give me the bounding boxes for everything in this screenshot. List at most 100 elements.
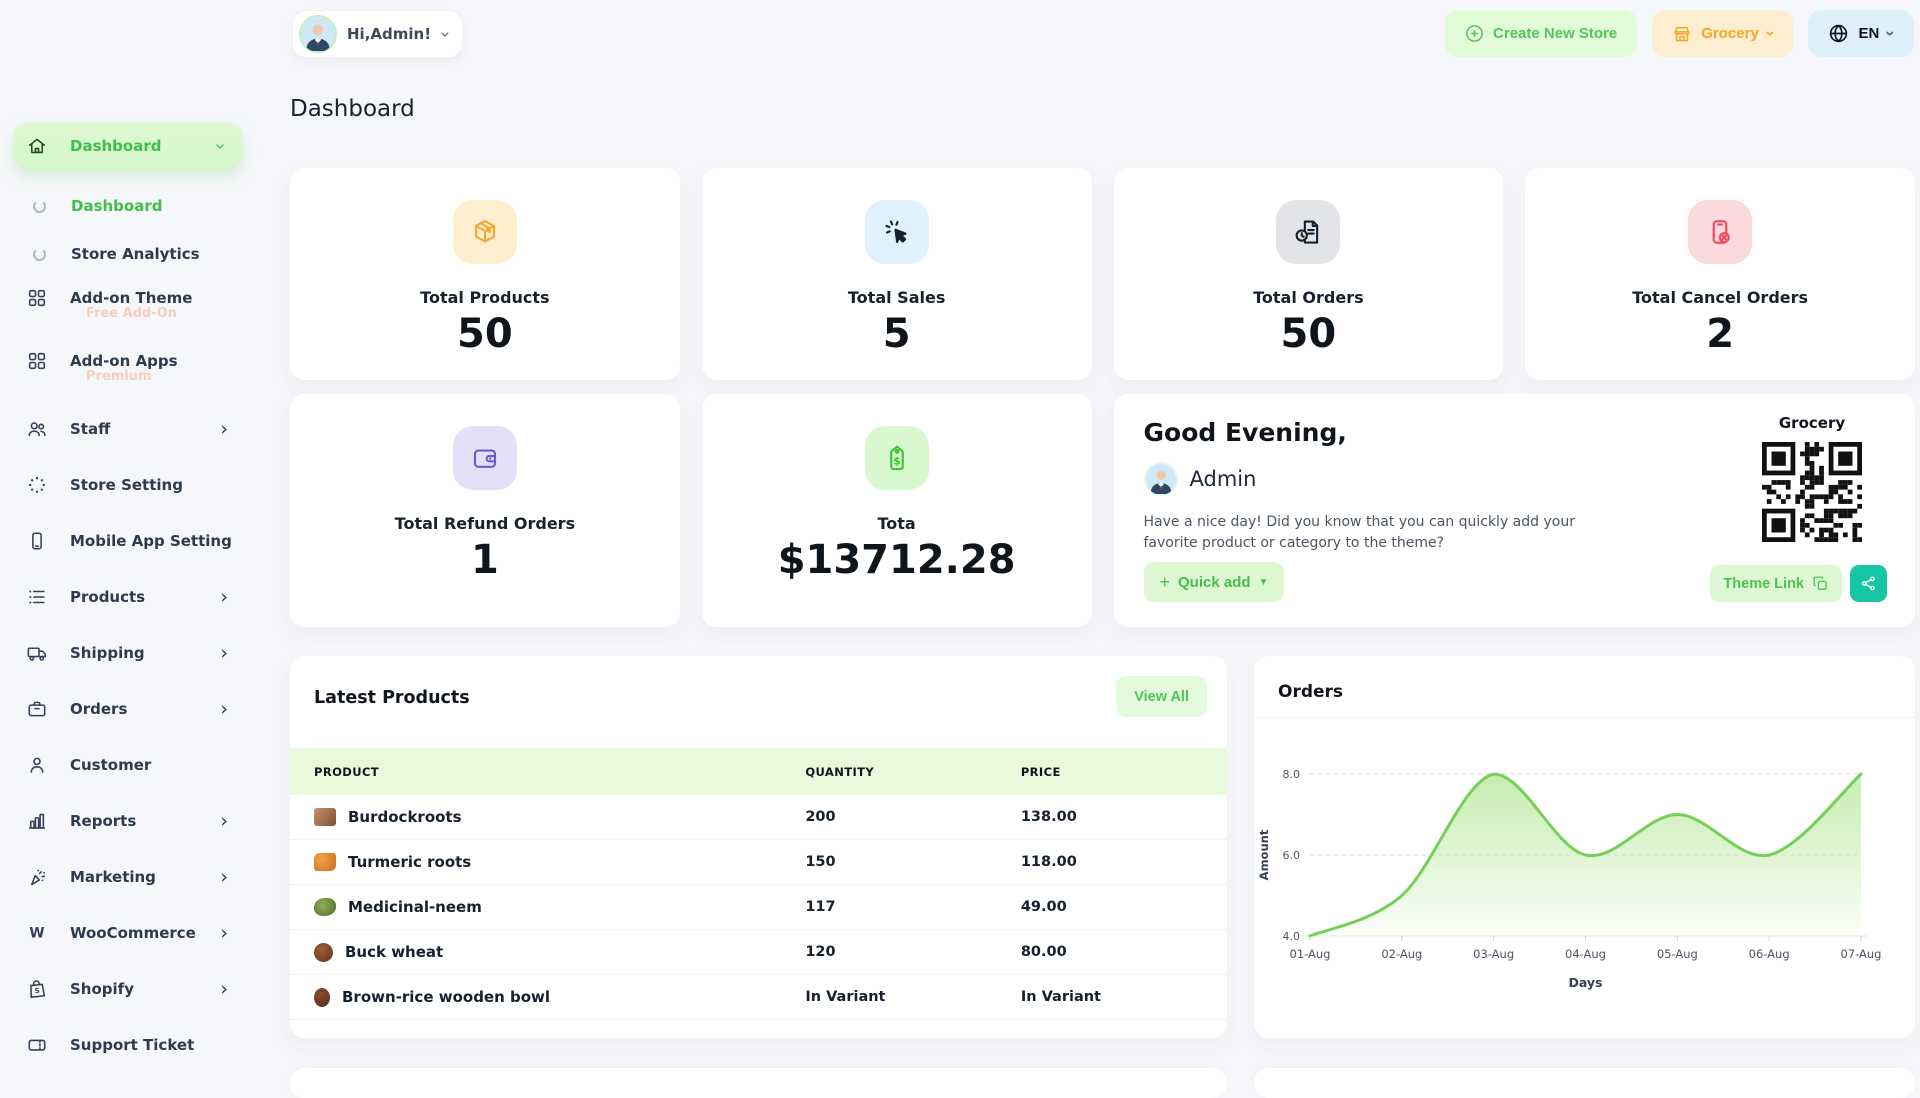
briefcase-icon	[26, 698, 48, 720]
loader-arc-icon	[32, 199, 47, 214]
view-all-button[interactable]: View All	[1116, 676, 1207, 717]
product-name: Brown-rice wooden bowl	[342, 988, 551, 1006]
chevron-down-icon: ›	[1881, 30, 1901, 37]
turmeric-roots-photo	[314, 853, 336, 871]
share-icon	[1861, 576, 1875, 591]
sidebar-item-products[interactable]: Products ›	[14, 577, 242, 617]
list-icon	[26, 586, 48, 608]
home-icon	[26, 135, 48, 157]
mobile-icon	[26, 530, 48, 552]
package-icon	[452, 200, 517, 264]
sidebar-item-store-setting[interactable]: Store Setting	[14, 465, 242, 505]
sidebar-item-marketing[interactable]: Marketing ›	[14, 857, 242, 897]
svg-text:W: W	[29, 926, 44, 942]
table-row[interactable]: Brown-rice wooden bowl In Variant In Varia…	[290, 975, 1227, 1020]
qr-store-name: Grocery	[1778, 414, 1846, 432]
stat-value: 50	[457, 311, 513, 357]
burdock-roots-photo	[314, 808, 336, 826]
stat-card-total-cancel-orders: Total Cancel Orders 2	[1525, 168, 1915, 380]
sidebar-item-label: Marketing	[70, 868, 156, 886]
sidebar-item-add-on-apps[interactable]: Add-on Apps Premium	[14, 341, 242, 384]
svg-text:01-Aug: 01-Aug	[1290, 947, 1331, 961]
chevron-right-icon: ›	[220, 809, 228, 832]
create-new-store-label: Create New Store	[1493, 25, 1618, 42]
sidebar-item-label: Dashboard	[71, 197, 163, 215]
sidebar-item-add-on-theme[interactable]: Add-on Theme Free Add-On	[14, 278, 242, 321]
stats-row-2: Total Refund Orders 1 $ Tota $13712.28 Good …	[290, 394, 1915, 627]
svg-text:$: $	[893, 455, 900, 468]
sidebar-item-label: Reports	[70, 812, 137, 830]
theme-link-button[interactable]: Theme Link	[1710, 565, 1842, 602]
cancel-order-icon	[1688, 200, 1753, 264]
table-header-row: PRODUCT QUANTITY PRICE	[290, 748, 1227, 795]
svg-text:Amount: Amount	[1257, 829, 1271, 880]
store-switcher-button[interactable]: Grocery ›	[1652, 10, 1794, 57]
sidebar-item-label: Store Analytics	[71, 245, 200, 263]
stat-card-total-products: Total Products 50	[290, 168, 680, 380]
stat-card-tota: $ Tota $13712.28	[701, 394, 1092, 627]
chevron-right-icon: ›	[220, 585, 228, 608]
table-row[interactable]: Medicinal-neem 117 49.00	[290, 885, 1227, 930]
sidebar-item-store-analytics[interactable]: Store Analytics	[14, 234, 242, 274]
table-row[interactable]: Buck wheat 120 80.00	[290, 930, 1227, 975]
sidebar-item-staff[interactable]: Staff ›	[14, 409, 242, 449]
latest-products-card: Latest Products View All PRODUCT QUANTITY…	[290, 656, 1227, 1038]
stat-value: 1	[470, 537, 499, 583]
sidebar-item-shopify[interactable]: S Shopify ›	[14, 969, 242, 1009]
sidebar-item-label: Customer	[70, 756, 152, 774]
chevron-down-icon: ›	[209, 142, 232, 150]
woocommerce-icon: W	[26, 922, 48, 944]
sidebar-item-dashboard[interactable]: Dashboard ›	[14, 122, 242, 170]
sidebar-item-label: Add-on Theme	[70, 289, 193, 307]
stat-value: $13712.28	[777, 537, 1016, 583]
sidebar-item-support-ticket[interactable]: Support Ticket	[14, 1025, 242, 1065]
sidebar-item-reports[interactable]: Reports ›	[14, 801, 242, 841]
table-row[interactable]: Turmeric roots 150 118.00	[290, 840, 1227, 885]
svg-text:04-Aug: 04-Aug	[1565, 947, 1606, 961]
language-selector-button[interactable]: EN ›	[1808, 10, 1914, 57]
order-document-icon	[1276, 200, 1341, 264]
product-price: 118.00	[1020, 854, 1077, 870]
orders-area-chart: 8.0 6.0 4.0 01-Aug 02-Aug 03-Aug 04-Aug 05-Aug 0…	[1257, 768, 1882, 990]
table-row[interactable]: Burdockroots 200 138.00	[290, 795, 1227, 840]
sidebar-item-label: Dashboard	[70, 137, 162, 155]
svg-text:06-Aug: 06-Aug	[1749, 947, 1790, 961]
sidebar-item-shipping[interactable]: Shipping ›	[14, 633, 242, 673]
sidebar-item-label: Shopify	[70, 980, 134, 998]
product-quantity: In Variant	[805, 989, 886, 1005]
stat-value: 5	[882, 311, 911, 357]
latest-products-title: Latest Products	[314, 688, 470, 708]
sidebar-item-mobile-app-setting[interactable]: Mobile App Setting	[14, 521, 242, 561]
apps-grid-icon	[26, 287, 48, 309]
plus-icon: +	[1159, 571, 1171, 592]
sidebar-item-label: Add-on Apps	[70, 352, 178, 370]
chevron-right-icon: ›	[220, 921, 228, 944]
ticket-icon	[26, 1034, 48, 1056]
globe-icon	[1830, 24, 1848, 43]
product-price: In Variant	[1020, 989, 1101, 1005]
stat-label: Tota	[877, 514, 916, 533]
stat-value: 2	[1706, 311, 1735, 357]
quick-add-button[interactable]: + Quick add ▼	[1143, 562, 1285, 602]
share-button[interactable]	[1850, 565, 1887, 602]
profile-menu-button[interactable]: Hi,Admin! ›	[292, 10, 463, 58]
sidebar-item-dashboard[interactable]: Dashboard	[14, 186, 242, 226]
create-new-store-button[interactable]: Create New Store	[1445, 10, 1638, 57]
chevron-right-icon: ›	[220, 417, 228, 440]
sidebar-item-woocommerce[interactable]: W WooCommerce ›	[14, 913, 242, 953]
staff-icon	[26, 418, 48, 440]
chevron-right-icon: ›	[220, 977, 228, 1000]
product-name: Buck wheat	[345, 943, 444, 961]
svg-text:05-Aug: 05-Aug	[1657, 947, 1698, 961]
product-quantity: 120	[805, 944, 836, 960]
sidebar-item-customer[interactable]: Customer	[14, 745, 242, 785]
store-qr-code	[1762, 442, 1862, 542]
sidebar-item-badge: Free Add-On	[86, 306, 177, 321]
sidebar-item-label: WooCommerce	[70, 924, 196, 942]
stat-card-total-sales: Total Sales 5	[701, 168, 1092, 380]
sidebar-item-orders[interactable]: Orders ›	[14, 689, 242, 729]
bar-chart-icon	[26, 810, 48, 832]
svg-text:8.0: 8.0	[1283, 768, 1301, 781]
divider	[1254, 717, 1915, 718]
svg-text:Days: Days	[1568, 975, 1602, 990]
